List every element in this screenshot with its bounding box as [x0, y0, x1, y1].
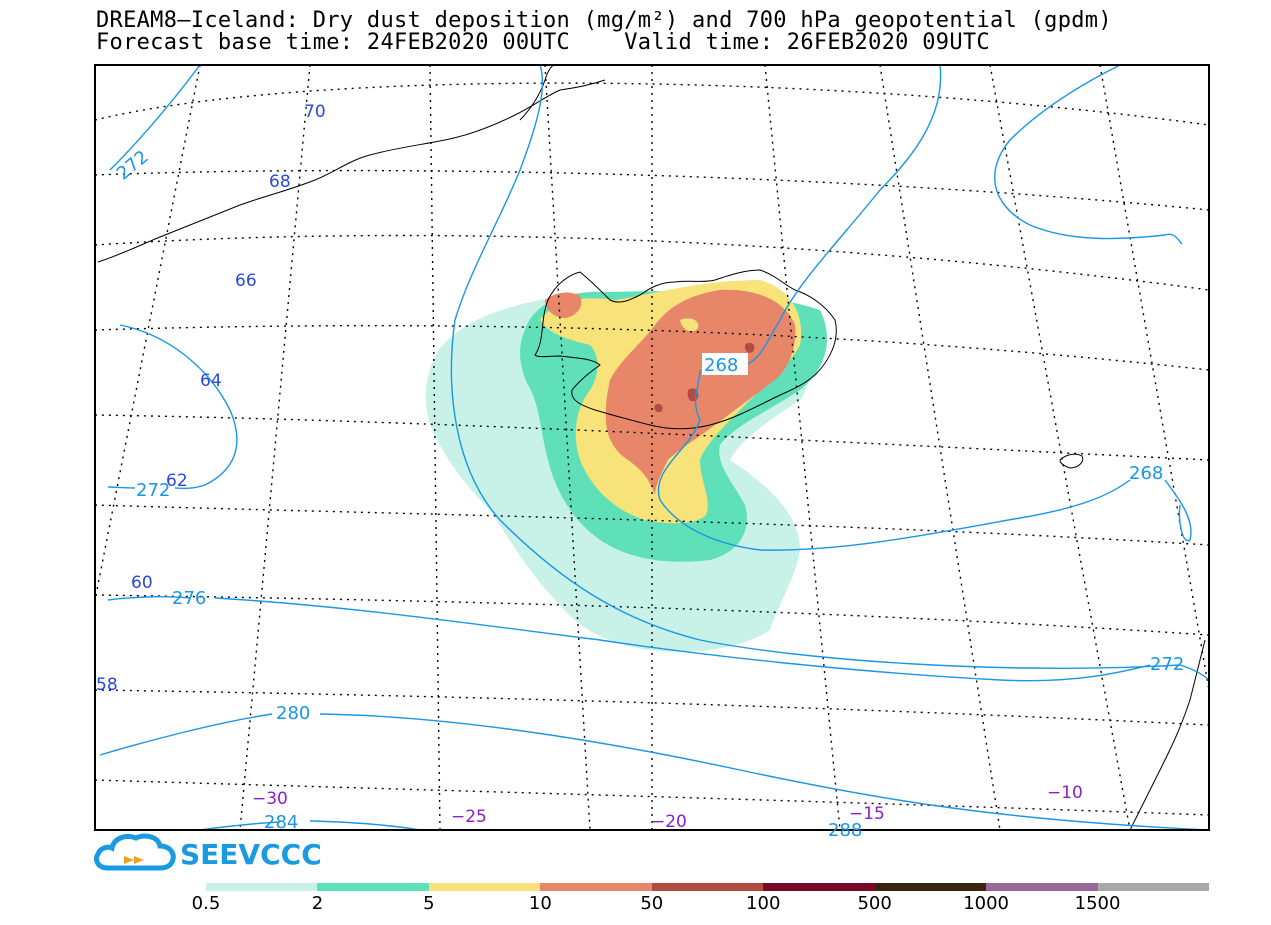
- contour-272-southwest: [107, 324, 238, 490]
- contour-label: 268: [704, 355, 738, 376]
- contour-280: [99, 713, 1209, 830]
- contour-268-central: [450, 65, 1209, 681]
- contour-label: 280: [276, 703, 310, 724]
- legend-label: 1000: [963, 893, 1010, 914]
- lat-label: 70: [304, 102, 326, 122]
- lat-label: 66: [235, 271, 257, 291]
- legend-label: 0.5: [191, 893, 221, 914]
- contour-label: 284: [264, 812, 298, 833]
- legend-swatch: [317, 883, 429, 891]
- legend-label: 5: [423, 893, 435, 914]
- legend-swatch: [651, 883, 764, 891]
- lon-label: −30: [252, 789, 288, 809]
- latitude-labels: 70 68 66 64 62 60 58: [96, 102, 326, 695]
- legend-label: 1500: [1074, 893, 1121, 914]
- dust-plume: [425, 280, 828, 652]
- contour-label: 268: [1129, 463, 1163, 484]
- legend-swatch: [763, 883, 875, 891]
- lon-label: −25: [451, 807, 487, 827]
- contour-272-east: [994, 65, 1183, 245]
- legend-label: 2: [311, 893, 324, 914]
- legend-swatch: [1097, 883, 1209, 891]
- map-title: DREAM8—Iceland: Dry dust deposition (mg/…: [96, 8, 1112, 33]
- lon-label: −20: [651, 812, 687, 832]
- legend-label: 100: [746, 893, 781, 914]
- faroe-islands: [1059, 453, 1084, 469]
- legend-swatch: [206, 883, 318, 891]
- legend-label: 10: [528, 893, 552, 914]
- lon-label: −10: [1047, 783, 1083, 803]
- deposition-10-band: [605, 289, 796, 495]
- lat-label: 60: [131, 573, 153, 593]
- lat-label: 68: [269, 172, 291, 192]
- lat-label: 58: [96, 675, 118, 695]
- greenland-coastline: [97, 79, 606, 263]
- lon-label: −15: [849, 804, 885, 824]
- geopotential-contours: [99, 65, 1209, 830]
- contour-label: 272: [136, 480, 170, 501]
- lat-label: 64: [200, 371, 222, 391]
- graticule: [95, 65, 1209, 830]
- contour-272-west: [109, 65, 201, 171]
- contour-label: 276: [172, 588, 206, 609]
- iceland-coastline: [534, 269, 837, 430]
- legend-labels: 0.5 2 5 10 50 100 500 1000 1500: [0, 893, 1271, 915]
- map-subtitle: Forecast base time: 24FEB2020 00UTC Vali…: [96, 30, 990, 55]
- contour-label: 288: [828, 820, 862, 841]
- legend-swatch: [428, 883, 541, 891]
- legend-swatch: [874, 883, 987, 891]
- contour-label: 272: [113, 146, 153, 184]
- contour-276: [107, 595, 1151, 682]
- logo-wordmark: SEEVCCC: [180, 838, 322, 871]
- seevccc-logo: SEEVCCC: [93, 832, 322, 876]
- contour-268-ridge: [657, 65, 1192, 551]
- legend-label: 500: [857, 893, 892, 914]
- legend-label: 50: [640, 893, 664, 914]
- cloud-icon: [93, 833, 176, 871]
- legend-swatch: [540, 883, 652, 891]
- contour-label: 272: [1150, 654, 1184, 675]
- legend-swatch: [986, 883, 1098, 891]
- map-frame: [94, 64, 1210, 831]
- contour-284: [199, 820, 421, 830]
- color-legend: [206, 883, 1209, 891]
- contour-labels: 272 272 268 268 276 272 280 284 288: [113, 146, 1184, 841]
- lat-label: 62: [166, 471, 188, 491]
- longitude-labels: −30 −25 −20 −15 −10: [252, 783, 1083, 832]
